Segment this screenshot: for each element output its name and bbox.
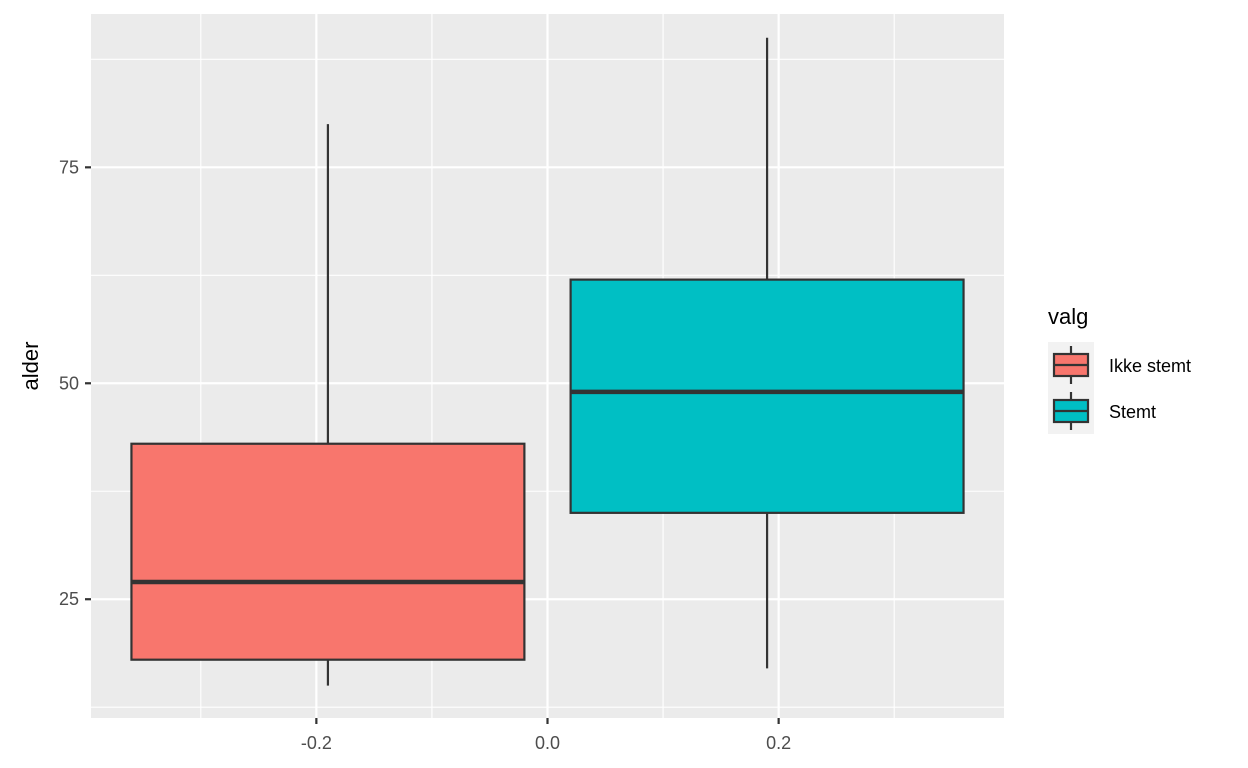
- x-tick-label: 0.2: [766, 733, 791, 753]
- legend-entry-label: Stemt: [1109, 402, 1156, 422]
- legend-entry-label: Ikke stemt: [1109, 356, 1191, 376]
- legend: valg Ikke stemt Stemt: [1048, 304, 1191, 434]
- box-iqr: [130, 442, 526, 661]
- boxes: [130, 37, 965, 686]
- x-tick-label: -0.2: [301, 733, 332, 753]
- x-axis: -0.2 0.0 0.2: [301, 718, 791, 753]
- legend-title: valg: [1048, 304, 1088, 329]
- y-axis: 25 50 75: [59, 157, 91, 609]
- box-iqr: [569, 278, 965, 514]
- y-tick-label: 25: [59, 589, 79, 609]
- x-tick-label: 0.0: [535, 733, 560, 753]
- y-tick-label: 75: [59, 157, 79, 177]
- y-axis-title: alder: [18, 342, 43, 391]
- y-tick-label: 50: [59, 373, 79, 393]
